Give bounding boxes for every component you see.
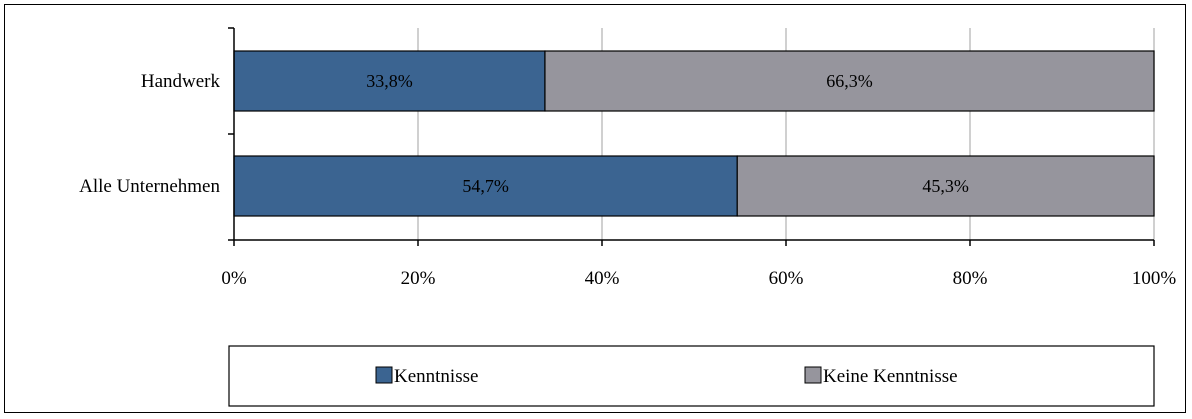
x-tick-label: 80% bbox=[953, 268, 988, 289]
data-label: 54,7% bbox=[462, 176, 509, 196]
legend-label: Kenntnisse bbox=[394, 366, 478, 387]
bar-segment bbox=[544, 50, 1155, 112]
legend-swatch bbox=[804, 366, 822, 384]
x-tick-label: 0% bbox=[221, 268, 247, 289]
legend-label: Keine Kenntnisse bbox=[823, 366, 958, 387]
bar-segment bbox=[736, 155, 1155, 217]
axes: Handwerk Alle Unternehmen 0% 20% 40% 60% 80% 10… bbox=[79, 27, 1177, 289]
data-label: 66,3% bbox=[826, 71, 873, 91]
x-tick-label: 60% bbox=[769, 268, 804, 289]
legend-box bbox=[228, 345, 1155, 407]
x-tick-label: 40% bbox=[585, 268, 620, 289]
legend: Kenntnisse Keine Kenntnisse bbox=[228, 345, 1155, 407]
x-tick-label: 100% bbox=[1132, 268, 1177, 289]
data-label: 45,3% bbox=[922, 176, 969, 196]
legend-swatch bbox=[375, 366, 393, 384]
category-label: Alle Unternehmen bbox=[79, 176, 220, 197]
category-label: Handwerk bbox=[141, 71, 221, 92]
x-tick-label: 20% bbox=[401, 268, 436, 289]
bars: 33,8% 66,3% 54,7% 45,3% bbox=[233, 50, 1155, 217]
data-label: 33,8% bbox=[366, 71, 413, 91]
bar-segment bbox=[233, 155, 738, 217]
